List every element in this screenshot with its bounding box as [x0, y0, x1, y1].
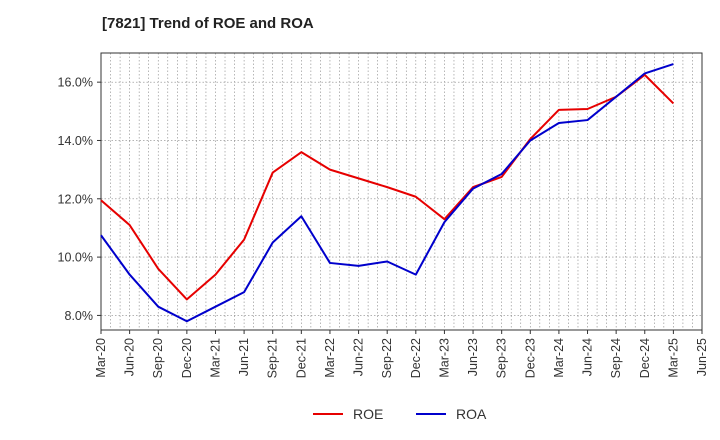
- y-tick-label: 16.0%: [58, 76, 93, 90]
- y-tick-label: 10.0%: [58, 251, 93, 265]
- x-tick-label: Sep-24: [609, 338, 623, 378]
- x-tick-label: Jun-21: [237, 338, 251, 376]
- x-tick-label: Jun-23: [466, 338, 480, 376]
- x-tick-label: Jun-22: [352, 338, 366, 376]
- series-line-roe: [100, 73, 675, 301]
- x-tick-label: Dec-21: [294, 338, 308, 378]
- x-tick-label: Mar-24: [552, 338, 566, 378]
- legend-label-roa: ROA: [456, 406, 487, 422]
- series-line-roa: [100, 63, 674, 323]
- x-tick-label: Sep-23: [495, 338, 509, 378]
- x-tick-label: Sep-20: [151, 338, 165, 378]
- x-tick-label: Jun-20: [123, 338, 137, 376]
- legend-label-roe: ROE: [353, 406, 383, 422]
- x-tick-label: Sep-22: [380, 338, 394, 378]
- x-tick-label: Mar-25: [666, 338, 680, 378]
- plot-frame: [100, 52, 703, 331]
- x-tick-label: Jun-24: [581, 338, 595, 376]
- x-tick-label: Dec-20: [180, 338, 194, 378]
- x-tick-label: Mar-22: [323, 338, 337, 378]
- x-tick-label: Mar-23: [437, 338, 451, 378]
- x-tick-label: Jun-25: [695, 338, 709, 376]
- y-tick-label: 12.0%: [58, 192, 93, 206]
- x-tick-label: Dec-22: [409, 338, 423, 378]
- x-tick-label: Dec-23: [523, 338, 537, 378]
- y-tick-label: 8.0%: [65, 309, 94, 323]
- x-tick-label: Sep-21: [266, 338, 280, 378]
- x-tick-label: Mar-21: [208, 338, 222, 378]
- y-tick-label: 14.0%: [58, 134, 93, 148]
- x-tick-label: Mar-20: [94, 338, 108, 378]
- chart-title: [7821] Trend of ROE and ROA: [102, 15, 314, 32]
- x-tick-label: Dec-24: [638, 338, 652, 378]
